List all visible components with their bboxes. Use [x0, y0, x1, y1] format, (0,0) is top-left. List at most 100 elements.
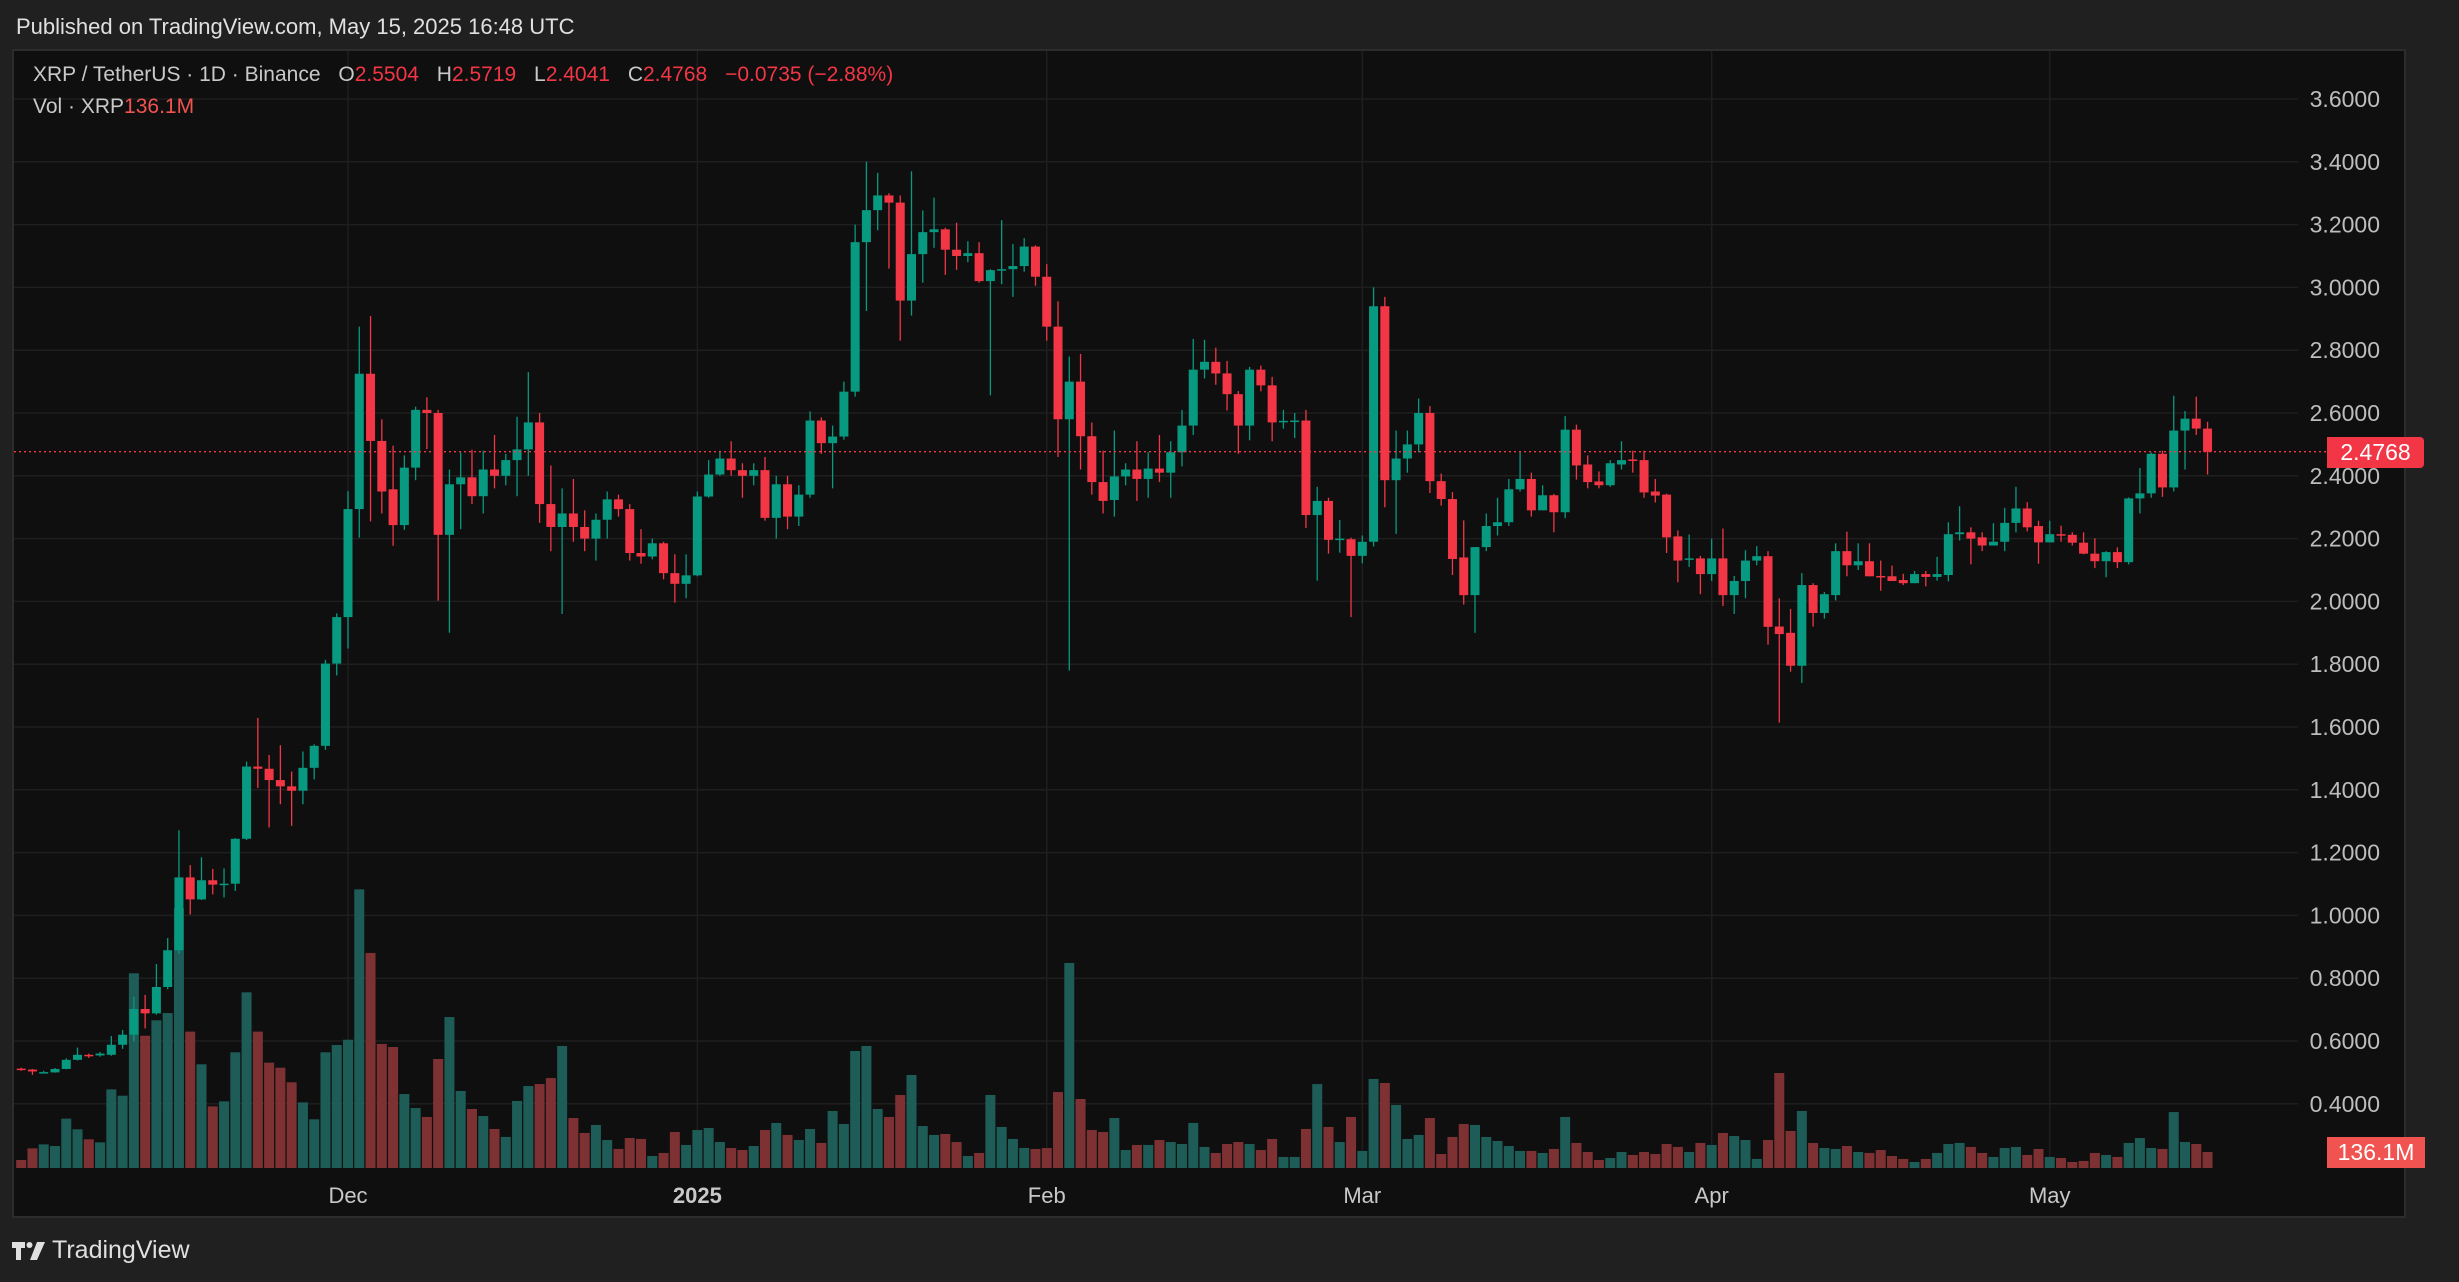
candle-body: [1481, 526, 1491, 548]
volume-bar: [230, 1052, 241, 1168]
volume-bar: [1526, 1150, 1537, 1168]
chart-panel[interactable]: [12, 49, 2406, 1218]
candle-body: [2203, 428, 2213, 452]
volume-bar: [557, 1045, 568, 1168]
candle-body: [1369, 306, 1379, 542]
volume-bar: [1053, 1092, 1064, 1168]
candle-body: [388, 489, 398, 526]
volume-bar: [624, 1138, 635, 1168]
volume-bar: [162, 1013, 173, 1168]
high-label: H: [436, 63, 452, 86]
price-axis-label: 0.4000: [2310, 1091, 2380, 1117]
volume-bar: [1244, 1144, 1255, 1168]
volume-bar: [399, 1094, 410, 1168]
volume-bar: [782, 1134, 793, 1168]
price-axis-label: 3.0000: [2310, 274, 2380, 300]
volume-bar: [1841, 1146, 1852, 1168]
footer-brand[interactable]: TradingView: [12, 1236, 190, 1265]
volume-bar: [1064, 962, 1075, 1168]
candle-body: [320, 663, 330, 746]
candle-body: [1346, 539, 1356, 556]
candle-body: [27, 1069, 37, 1072]
volume-bar: [433, 1059, 444, 1168]
volume-bar: [1019, 1148, 1030, 1168]
volume-bar: [1515, 1150, 1526, 1168]
volume-bar: [1650, 1154, 1661, 1168]
volume-bar: [1233, 1142, 1244, 1168]
volume-bar: [1323, 1126, 1334, 1168]
candle-body: [1211, 361, 1221, 374]
volume-bar: [1120, 1150, 1131, 1168]
candle-body: [535, 422, 545, 505]
volume-bar: [1154, 1140, 1165, 1168]
price-axis-label: 2.2000: [2310, 526, 2380, 552]
candle-body: [163, 950, 173, 987]
candle-body: [704, 474, 714, 497]
volume-bar: [1582, 1152, 1593, 1168]
candle-body: [1459, 557, 1469, 596]
candle-body: [106, 1044, 116, 1055]
volume-bar: [2146, 1148, 2157, 1168]
candle-body: [1143, 468, 1153, 479]
volume-bar: [388, 1047, 399, 1168]
volume-bar: [1131, 1144, 1142, 1168]
candle-body: [1526, 478, 1536, 511]
candle-body: [884, 195, 894, 203]
candle-body: [1707, 558, 1717, 575]
candle-body: [985, 270, 995, 282]
candle-body: [309, 745, 319, 768]
price-axis-label: 0.6000: [2310, 1028, 2380, 1054]
volume-bar: [602, 1140, 613, 1168]
volume-bar: [264, 1062, 275, 1168]
volume-bar: [27, 1148, 38, 1168]
volume-bar: [1278, 1156, 1289, 1168]
candle-body: [1504, 489, 1514, 523]
candle-body: [929, 229, 939, 233]
volume-bar: [850, 1051, 861, 1168]
candle-body: [151, 986, 161, 1014]
price-axis-label: 3.6000: [2310, 86, 2380, 112]
candle-body: [737, 470, 747, 476]
volume-bar: [827, 1110, 838, 1168]
candle-body: [456, 477, 466, 485]
close-label: C: [627, 63, 643, 86]
candle-body: [1853, 561, 1863, 566]
volume-bar: [996, 1126, 1007, 1168]
volume-bar: [1199, 1146, 1210, 1168]
volume-bar: [207, 1106, 218, 1168]
candle-body: [1380, 306, 1390, 481]
volume-bar: [1943, 1144, 1954, 1168]
volume-bar: [940, 1134, 951, 1168]
candle-body: [1200, 361, 1210, 370]
volume-label[interactable]: Vol · XRP: [33, 95, 125, 118]
candle-body: [1943, 534, 1953, 576]
candle-body: [591, 519, 601, 539]
candle-body: [2191, 418, 2201, 429]
candle-body: [174, 877, 184, 951]
volume-bar: [2056, 1158, 2067, 1168]
volume-bar: [1086, 1130, 1097, 1168]
volume-bar: [929, 1134, 940, 1168]
symbol-title[interactable]: XRP / TetherUS · 1D · Binance: [33, 63, 321, 86]
candle-body: [1256, 369, 1266, 386]
candle-body: [1684, 558, 1694, 560]
volume-bar: [2101, 1154, 2112, 1168]
volume-bar: [117, 1095, 128, 1168]
volume-bar: [1977, 1152, 1988, 1168]
volume-bar: [2010, 1146, 2021, 1168]
candle-body: [1910, 574, 1920, 584]
price-axis-label: 1.6000: [2310, 714, 2380, 740]
price-axis-label: 2.0000: [2310, 588, 2380, 614]
candle-body: [298, 767, 308, 791]
candle-body: [828, 436, 838, 444]
volume-bar: [1560, 1116, 1571, 1168]
volume-bar: [455, 1090, 466, 1168]
candle-body: [196, 880, 206, 900]
candle-body: [1605, 463, 1615, 486]
volume-bar: [2078, 1160, 2089, 1168]
candle-body: [242, 766, 252, 839]
price-axis-label: 2.6000: [2310, 400, 2380, 426]
candle-body: [670, 573, 680, 584]
candle-body: [2022, 508, 2032, 528]
